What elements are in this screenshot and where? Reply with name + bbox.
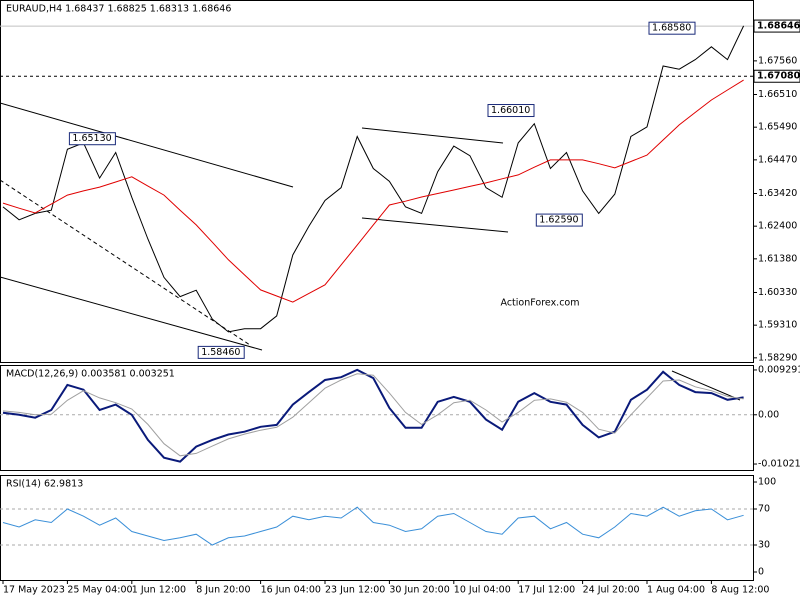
y-tick-label: 70: [758, 504, 770, 515]
annotation-box: [197, 345, 245, 359]
y-tick-label: 1.61380: [758, 253, 797, 264]
x-tick-label: 10 Jul 04:00: [454, 585, 511, 596]
y-tick-label: 1.62400: [758, 221, 797, 232]
annotation-box: [535, 213, 583, 227]
series-line: [2, 25, 745, 333]
trend-lines: [0, 102, 741, 401]
x-tick-label: 17 Jul 12:00: [518, 585, 575, 596]
marker-box: [753, 19, 800, 33]
x-tick-label: 16 Jun 04:00: [261, 585, 321, 596]
annotation-box: [648, 21, 696, 35]
x-tick-label: 23 Jun 12:00: [325, 585, 385, 596]
series-line: [2, 506, 744, 546]
marker-label: 1.67080: [757, 71, 800, 82]
annotation-label: 1.68580: [652, 23, 691, 34]
trend-line: [0, 276, 263, 351]
y-tick-label: -0.010211: [758, 459, 800, 470]
annotation-label: 1.62590: [539, 215, 578, 226]
series-line: [2, 373, 744, 457]
panel-title: EURAUD,H4 1.68437 1.68825 1.68313 1.6864…: [6, 4, 231, 15]
x-tick-label: 1 Aug 04:00: [647, 585, 705, 596]
x-tick-label: 24 Jul 20:00: [583, 585, 640, 596]
annotation-label: 1.58460: [201, 347, 240, 358]
y-tick-label: 1.59310: [758, 320, 797, 331]
panel-title: RSI(14) 62.9813: [6, 479, 83, 490]
panel-title: MACD(12,26,9) 0.003581 0.003251: [6, 369, 175, 380]
series-line: [2, 368, 744, 463]
x-tick-label: 30 Jun 20:00: [389, 585, 449, 596]
y-tick-label: 1.65490: [758, 122, 797, 133]
y-tick-label: 1.66510: [758, 89, 797, 100]
y-tick-label: 0: [758, 566, 764, 577]
series-line: [2, 79, 744, 303]
y-tick-label: 0.009291: [758, 364, 800, 375]
trend-line: [0, 179, 251, 346]
y-tick-label: 100: [758, 477, 776, 488]
annotation-box: [68, 132, 116, 146]
y-tick-label: 1.64470: [758, 154, 797, 165]
x-tick-label: 8 Aug 12:00: [711, 585, 769, 596]
trend-line: [671, 370, 741, 401]
annotation-box: [487, 104, 535, 118]
x-tick-label: 1 Jun 12:00: [132, 585, 186, 596]
panel-frame: [0, 365, 754, 471]
y-tick-label: 1.63420: [758, 188, 797, 199]
x-tick-label: 8 Jun 20:00: [196, 585, 250, 596]
y-tick-label: 1.60330: [758, 287, 797, 298]
panel-frame: [0, 0, 754, 363]
y-tick-label: 1.58290: [758, 352, 797, 363]
y-tick-label: 30: [758, 540, 770, 551]
marker-box: [753, 69, 800, 83]
panel-frame: [0, 475, 754, 581]
marker-label: 1.68646: [757, 21, 800, 32]
trend-line: [0, 102, 294, 188]
annotation-label: 1.65130: [72, 133, 111, 144]
annotation-label: 1.66010: [491, 105, 530, 116]
x-tick-label: 17 May 2023: [3, 585, 65, 596]
x-tick-label: 25 May 04:00: [67, 585, 132, 596]
trend-line: [361, 217, 509, 233]
watermark: ActionForex.com: [501, 298, 580, 309]
trend-line: [361, 127, 504, 144]
y-tick-label: 1.67560: [758, 55, 797, 66]
y-tick-label: 0.00: [758, 409, 779, 420]
